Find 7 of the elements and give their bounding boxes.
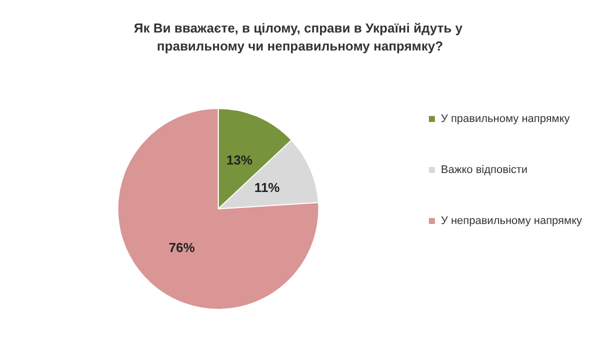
data-label: 11%: [254, 180, 280, 196]
data-label: 13%: [226, 152, 253, 168]
data-label: 76%: [168, 240, 196, 256]
chart-title: Як Ви вважаєте, в цілому, справи в Україні йдуть у правильному чи неправильному напрямку?: [134, 20, 466, 54]
legend-label: У неправильному напрямку: [440, 215, 582, 227]
legend-label: Важко відповісти: [440, 164, 528, 176]
legend-label: У правильному напрямку: [440, 113, 570, 125]
